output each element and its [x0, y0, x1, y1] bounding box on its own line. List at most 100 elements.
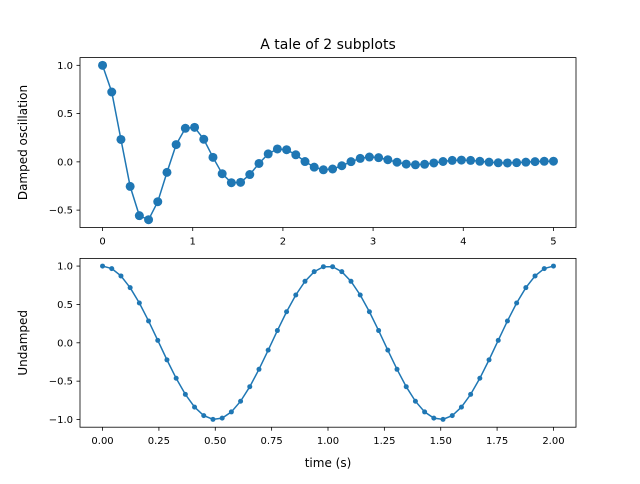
bottom-subplot: 0.00 0.25 0.50 0.75 1.00 1.25 1.50 1.75 2.00 −1.0…: [16, 257, 577, 447]
data-point: [171, 140, 181, 150]
data-point: [438, 157, 448, 167]
data-point: [420, 159, 430, 169]
x-tick-label: 3: [370, 237, 376, 248]
data-point: [512, 158, 522, 168]
data-point: [107, 87, 117, 97]
data-point: [422, 409, 428, 415]
x-tick-label: 0.25: [148, 436, 170, 447]
data-point: [190, 122, 200, 132]
y-tick-label: 0.0: [57, 338, 73, 349]
x-tick-label: 1.75: [486, 436, 508, 447]
data-point: [385, 347, 391, 353]
y-tick-label: −1.0: [49, 415, 73, 426]
y-tick-label: −0.5: [49, 206, 73, 217]
data-point: [164, 357, 170, 363]
data-point: [468, 391, 474, 397]
data-point: [293, 292, 299, 298]
data-point: [272, 144, 282, 154]
data-point: [366, 309, 372, 315]
data-point: [228, 409, 234, 415]
y-tick-label: 1.0: [57, 61, 73, 72]
data-point: [346, 157, 356, 167]
axes-frame: [79, 257, 577, 428]
data-point: [412, 398, 418, 404]
data-point: [504, 318, 510, 324]
data-point: [357, 292, 363, 298]
data-point: [155, 337, 161, 343]
data-point: [309, 162, 319, 172]
data-point: [300, 157, 310, 167]
data-point: [383, 155, 393, 165]
data-point: [125, 181, 135, 191]
data-point: [514, 300, 520, 306]
data-point: [254, 158, 264, 168]
data-point: [116, 134, 126, 144]
data-point: [475, 156, 485, 166]
data-point: [401, 159, 411, 169]
data-point: [466, 155, 476, 165]
data-point: [162, 167, 172, 177]
x-tick-label: 4: [460, 237, 466, 248]
data-point: [458, 404, 464, 410]
data-point: [431, 415, 437, 421]
data-point: [201, 413, 207, 419]
data-point: [245, 170, 255, 180]
data-point: [318, 165, 328, 175]
x-tick-label: 0: [99, 237, 105, 248]
data-point: [355, 153, 365, 163]
x-tick-label: 1: [190, 237, 196, 248]
data-point: [100, 263, 106, 269]
y-tick-label: 0.5: [57, 300, 73, 311]
x-tick-label: 1.50: [430, 436, 452, 447]
x-tick-label: 5: [550, 237, 556, 248]
data-point: [247, 384, 253, 390]
data-point: [263, 149, 273, 159]
data-point: [348, 278, 354, 284]
data-point: [374, 153, 384, 163]
data-point: [127, 285, 133, 291]
y-tick-label: 0.0: [57, 157, 73, 168]
data-point: [320, 264, 326, 270]
y-axis-label: Undamped: [16, 310, 30, 376]
data-point: [109, 266, 115, 272]
data-point: [217, 169, 227, 179]
x-tick-label: 2: [280, 237, 286, 248]
data-point: [173, 375, 179, 381]
data-point: [136, 300, 142, 306]
data-point: [236, 177, 246, 187]
data-point: [210, 416, 216, 422]
data-point: [449, 413, 455, 419]
data-point: [403, 384, 409, 390]
x-tick-label: 0.00: [91, 436, 113, 447]
data-point: [440, 416, 446, 422]
data-point: [502, 158, 512, 168]
y-tick-label: −0.5: [49, 377, 73, 388]
data-point: [550, 263, 556, 269]
data-point: [118, 273, 124, 279]
x-tick-label: 0.50: [204, 436, 226, 447]
data-point: [337, 161, 347, 171]
data-point: [256, 366, 262, 372]
data-point: [456, 155, 466, 165]
data-point: [521, 157, 531, 167]
data-point: [493, 158, 503, 168]
data-point: [208, 152, 218, 162]
data-point: [410, 160, 420, 170]
data-point: [328, 164, 338, 174]
data-point: [532, 273, 538, 279]
data-point: [265, 347, 271, 353]
data-point: [484, 157, 494, 167]
data-point: [539, 156, 549, 166]
y-axis-label: Damped oscillation: [16, 85, 30, 200]
data-line: [101, 65, 554, 221]
y-tick-label: 1.0: [57, 262, 73, 273]
data-line: [102, 265, 554, 421]
data-point: [182, 391, 188, 397]
data-point: [541, 266, 547, 272]
data-point: [238, 398, 244, 404]
data-point: [153, 197, 163, 207]
data-point: [364, 152, 374, 162]
data-point: [291, 150, 301, 160]
data-point: [134, 211, 144, 221]
